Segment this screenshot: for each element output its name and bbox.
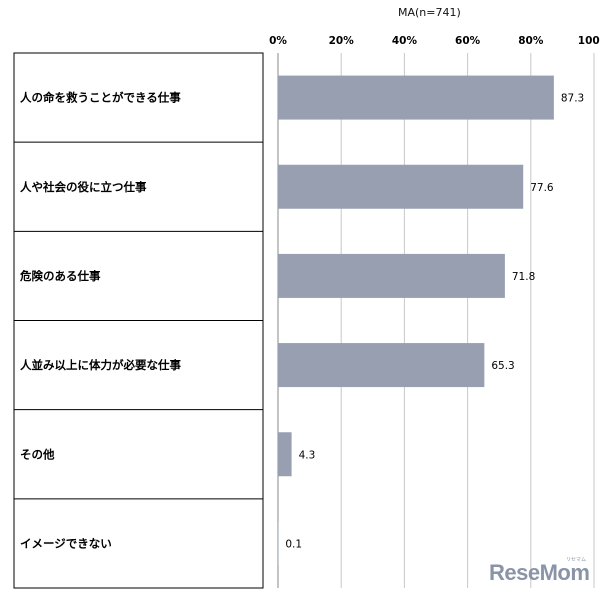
x-tick-label: 100% [578,35,600,47]
x-tick-label: 40% [392,35,418,47]
x-tick-label: 0% [269,35,287,47]
bar [278,253,505,298]
x-tick-label: 80% [518,35,544,47]
resemom-logo: ReseMom [489,560,590,585]
category-label: 人の命を救うことができる仕事 [20,91,181,105]
x-tick-label: 20% [329,35,355,47]
bar [278,521,279,566]
value-label: 4.3 [299,449,316,461]
x-tick-label: 60% [455,35,481,47]
resemom-logo-sub: リセマム [566,557,587,563]
sample-size-annotation: MA(n=741) [398,6,461,19]
bar [278,75,554,120]
category-label: その他 [20,447,55,461]
category-label: 人並み以上に体力が必要な仕事 [20,358,181,372]
category-label: 人や社会の役に立つ仕事 [20,180,147,194]
bars: 87.3 77.6 71.8 65.3 4.3 0.1 [278,75,584,566]
bar [278,432,292,477]
value-label: 87.3 [561,93,584,105]
bar [278,343,485,388]
value-label: 0.1 [285,538,302,550]
x-axis-ticks: 0% 20% 40% 60% 80% 100% [269,35,600,47]
value-label: 65.3 [491,360,514,372]
category-label-table: 人の命を救うことができる仕事人や社会の役に立つ仕事危険のある仕事人並み以上に体力… [13,52,264,589]
value-label: 77.6 [530,182,554,194]
bar [278,164,524,209]
grid-lines [277,53,595,588]
category-label: イメージできない [20,536,112,550]
category-label: 危険のある仕事 [19,269,101,283]
value-label: 71.8 [512,271,535,283]
